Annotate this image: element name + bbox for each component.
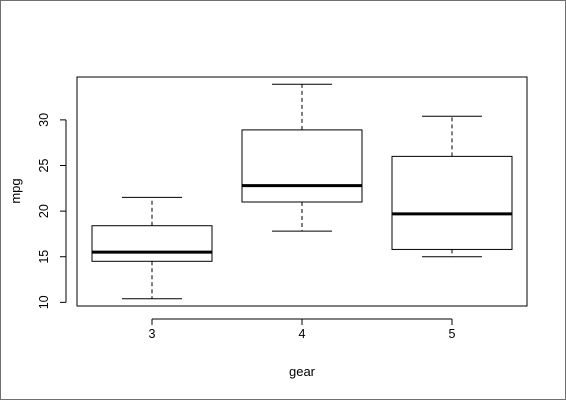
box-group: [391, 115, 513, 258]
box-group: [91, 196, 213, 300]
x-tick-label: 4: [299, 327, 306, 341]
box-iqr: [91, 225, 213, 262]
x-tick-label: 5: [449, 327, 456, 341]
x-axis: 3 4 5: [149, 318, 456, 341]
boxes-layer: [91, 83, 513, 300]
y-tick-label: 10: [37, 295, 51, 309]
y-tick-label: 20: [37, 204, 51, 218]
plot-area-border: [76, 76, 528, 307]
y-tick-label: 15: [37, 250, 51, 264]
y-axis: 10 15 20 25 30: [37, 113, 67, 309]
y-axis-title: mpg: [8, 178, 23, 203]
y-tick-label: 30: [37, 113, 51, 127]
box-iqr: [241, 129, 363, 203]
y-tick-label: 25: [37, 158, 51, 172]
x-tick-label: 3: [149, 327, 156, 341]
box-iqr: [391, 155, 513, 250]
x-axis-title: gear: [289, 364, 316, 379]
box-group: [241, 83, 363, 232]
